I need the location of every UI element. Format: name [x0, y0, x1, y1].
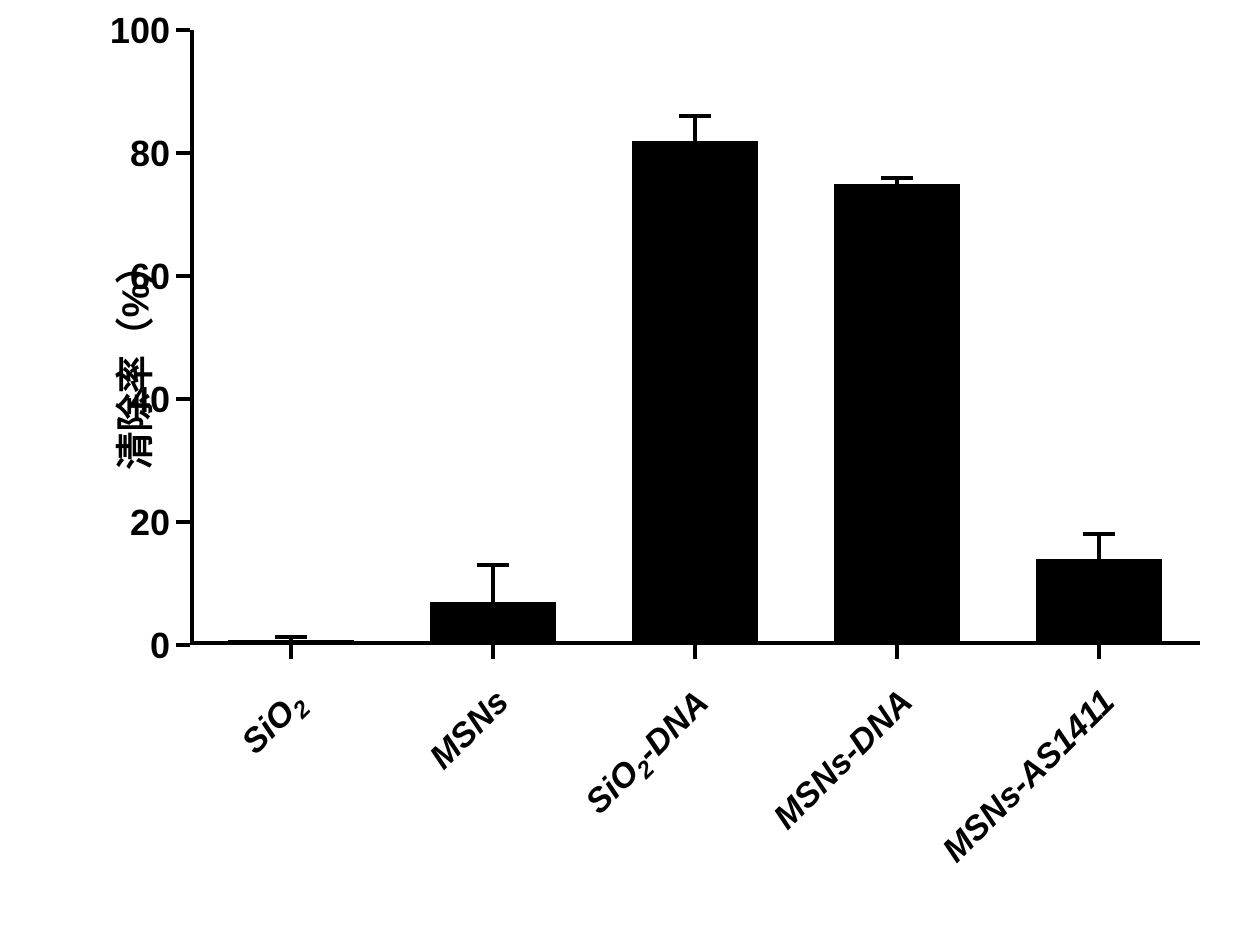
error-cap: [1083, 532, 1115, 536]
error-cap: [881, 176, 913, 180]
error-stem: [1097, 534, 1101, 559]
plot-area: [190, 30, 1200, 645]
y-axis: [190, 30, 194, 645]
y-tick-label: 100: [110, 10, 170, 52]
error-stem: [693, 116, 697, 141]
chart-container: 清除率（%） 020406080100SiO2MSNsSiO2-DNAMSNs-…: [0, 0, 1240, 902]
bar: [632, 141, 757, 645]
x-tick-label: MSNs-AS1411: [883, 683, 1123, 923]
y-tick: [176, 274, 190, 278]
y-tick: [176, 643, 190, 647]
bar: [430, 602, 555, 645]
y-tick-label: 0: [150, 625, 170, 667]
error-cap: [477, 563, 509, 567]
y-tick-label: 60: [130, 256, 170, 298]
y-tick: [176, 520, 190, 524]
error-stem: [491, 565, 495, 602]
x-tick: [693, 645, 697, 659]
bar: [834, 184, 959, 645]
x-tick: [895, 645, 899, 659]
y-tick: [176, 397, 190, 401]
x-tick: [289, 645, 293, 659]
bar: [1036, 559, 1161, 645]
y-tick-label: 20: [130, 502, 170, 544]
x-tick: [491, 645, 495, 659]
y-tick: [176, 151, 190, 155]
y-tick: [176, 28, 190, 32]
x-tick: [1097, 645, 1101, 659]
y-tick-label: 40: [130, 379, 170, 421]
error-cap: [679, 114, 711, 118]
y-tick-label: 80: [130, 133, 170, 175]
error-cap: [275, 635, 307, 639]
